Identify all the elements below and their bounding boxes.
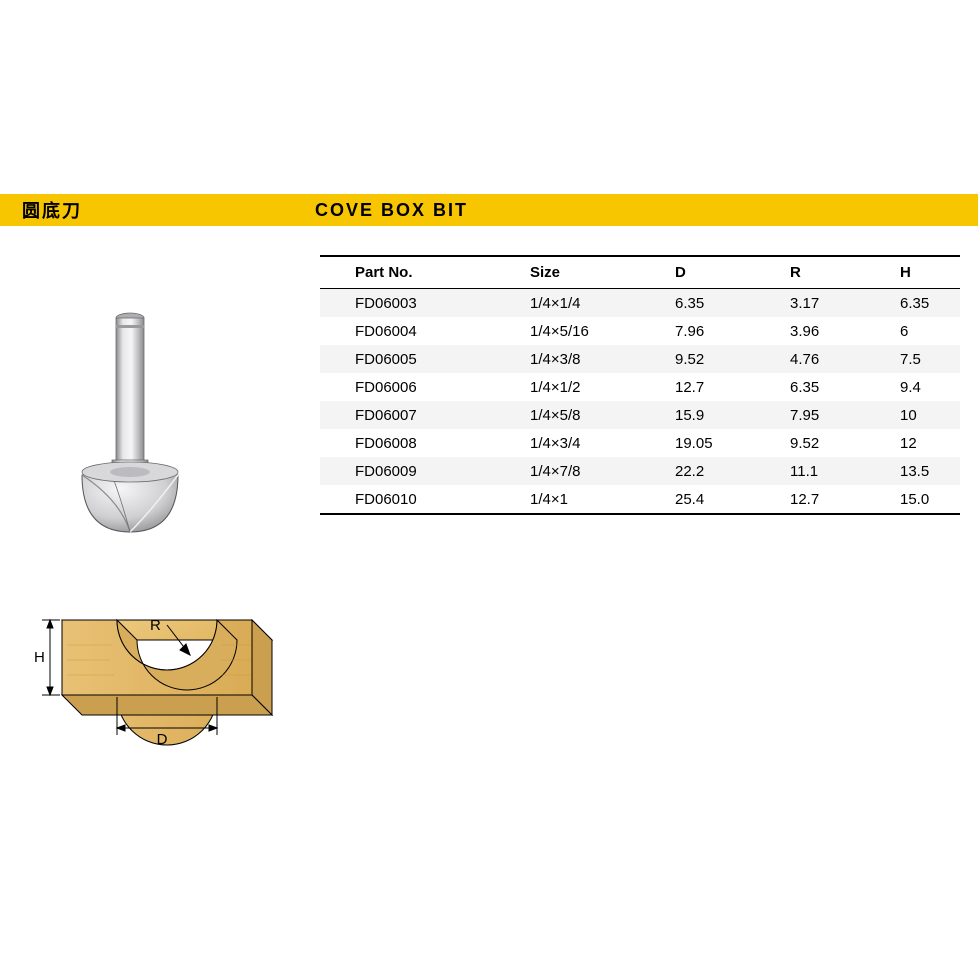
table-row: FD06005 1/4×3/8 9.52 4.76 7.5 bbox=[320, 345, 960, 373]
col-header-h: H bbox=[900, 264, 978, 281]
cell-r: 7.95 bbox=[790, 407, 900, 424]
cell-size: 1/4×3/4 bbox=[530, 435, 675, 452]
col-header-part: Part No. bbox=[355, 264, 530, 281]
profile-diagram: H D R bbox=[22, 600, 282, 760]
router-bit-illustration bbox=[60, 300, 220, 560]
title-english: COVE BOX BIT bbox=[315, 194, 978, 226]
cell-r: 9.52 bbox=[790, 435, 900, 452]
cell-d: 25.4 bbox=[675, 491, 790, 508]
title-english-text: COVE BOX BIT bbox=[315, 200, 468, 221]
label-d: D bbox=[157, 731, 168, 748]
cell-size: 1/4×1/2 bbox=[530, 379, 675, 396]
cell-part: FD06007 bbox=[355, 407, 530, 424]
title-chinese: 圆底刀 bbox=[0, 194, 315, 226]
cell-part: FD06008 bbox=[355, 435, 530, 452]
cell-d: 9.52 bbox=[675, 351, 790, 368]
table-row: FD06008 1/4×3/4 19.05 9.52 12 bbox=[320, 429, 960, 457]
cell-size: 1/4×5/16 bbox=[530, 323, 675, 340]
cell-part: FD06009 bbox=[355, 463, 530, 480]
cell-r: 12.7 bbox=[790, 491, 900, 508]
col-header-r: R bbox=[790, 264, 900, 281]
cell-size: 1/4×1 bbox=[530, 491, 675, 508]
cell-d: 7.96 bbox=[675, 323, 790, 340]
cell-h: 15.0 bbox=[900, 491, 978, 508]
section-header-bar: 圆底刀 COVE BOX BIT bbox=[0, 194, 978, 226]
table-row: FD06006 1/4×1/2 12.7 6.35 9.4 bbox=[320, 373, 960, 401]
cell-part: FD06005 bbox=[355, 351, 530, 368]
cell-h: 10 bbox=[900, 407, 978, 424]
cell-d: 22.2 bbox=[675, 463, 790, 480]
cell-d: 12.7 bbox=[675, 379, 790, 396]
cell-h: 9.4 bbox=[900, 379, 978, 396]
cell-part: FD06010 bbox=[355, 491, 530, 508]
cell-r: 4.76 bbox=[790, 351, 900, 368]
table-row: FD06009 1/4×7/8 22.2 11.1 13.5 bbox=[320, 457, 960, 485]
col-header-d: D bbox=[675, 264, 790, 281]
label-h: H bbox=[34, 649, 45, 666]
table-row: FD06004 1/4×5/16 7.96 3.96 6 bbox=[320, 317, 960, 345]
cell-part: FD06003 bbox=[355, 295, 530, 312]
cell-part: FD06006 bbox=[355, 379, 530, 396]
col-header-size: Size bbox=[530, 264, 675, 281]
cell-d: 6.35 bbox=[675, 295, 790, 312]
cell-size: 1/4×7/8 bbox=[530, 463, 675, 480]
cell-h: 12 bbox=[900, 435, 978, 452]
table-header-row: Part No. Size D R H bbox=[320, 257, 960, 289]
table-row: FD06003 1/4×1/4 6.35 3.17 6.35 bbox=[320, 289, 960, 317]
cell-h: 6 bbox=[900, 323, 978, 340]
cell-size: 1/4×1/4 bbox=[530, 295, 675, 312]
cell-r: 3.17 bbox=[790, 295, 900, 312]
label-r: R bbox=[150, 617, 161, 634]
cell-r: 3.96 bbox=[790, 323, 900, 340]
cell-h: 6.35 bbox=[900, 295, 978, 312]
spec-table: Part No. Size D R H FD06003 1/4×1/4 6.35… bbox=[320, 255, 960, 515]
cell-size: 1/4×3/8 bbox=[530, 351, 675, 368]
cell-h: 13.5 bbox=[900, 463, 978, 480]
cell-part: FD06004 bbox=[355, 323, 530, 340]
cell-r: 11.1 bbox=[790, 463, 900, 480]
cell-d: 15.9 bbox=[675, 407, 790, 424]
table-row: FD06010 1/4×1 25.4 12.7 15.0 bbox=[320, 485, 960, 513]
table-row: FD06007 1/4×5/8 15.9 7.95 10 bbox=[320, 401, 960, 429]
cell-h: 7.5 bbox=[900, 351, 978, 368]
cell-size: 1/4×5/8 bbox=[530, 407, 675, 424]
cell-d: 19.05 bbox=[675, 435, 790, 452]
cell-r: 6.35 bbox=[790, 379, 900, 396]
